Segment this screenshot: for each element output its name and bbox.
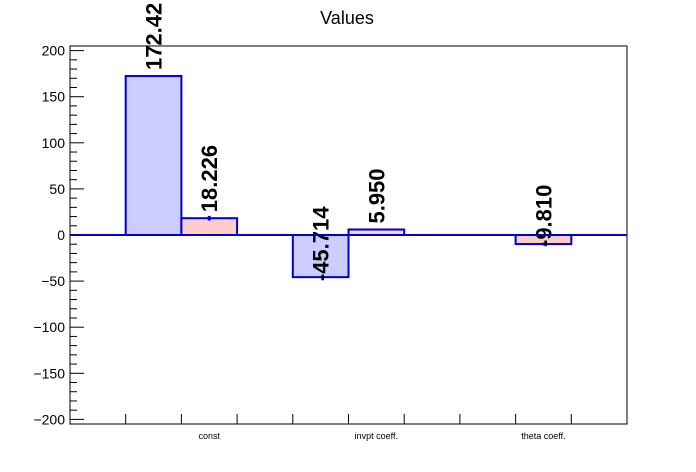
category-label: const bbox=[198, 431, 220, 441]
y-tick-label: 150 bbox=[42, 89, 66, 105]
y-tick-label: 50 bbox=[49, 181, 65, 197]
chart-title: Values bbox=[320, 8, 374, 28]
value-label: 172.42 bbox=[142, 3, 167, 70]
category-label: theta coeff. bbox=[521, 431, 565, 441]
value-label: -9.810 bbox=[531, 185, 556, 247]
bar bbox=[124, 75, 183, 236]
y-tick-label: −200 bbox=[33, 411, 65, 427]
category-label: invpt coeff. bbox=[355, 431, 398, 441]
value-label: -45.714 bbox=[309, 206, 334, 281]
value-label: 5.950 bbox=[364, 168, 389, 223]
y-tick-label: 0 bbox=[57, 227, 65, 243]
y-tick-label: 100 bbox=[42, 135, 66, 151]
y-tick-label: −50 bbox=[41, 273, 65, 289]
bar bbox=[180, 217, 239, 236]
y-tick-label: 200 bbox=[42, 43, 66, 59]
value-label: 18.226 bbox=[197, 145, 222, 212]
y-tick-label: −100 bbox=[33, 319, 65, 335]
y-tick-label: −150 bbox=[33, 365, 65, 381]
